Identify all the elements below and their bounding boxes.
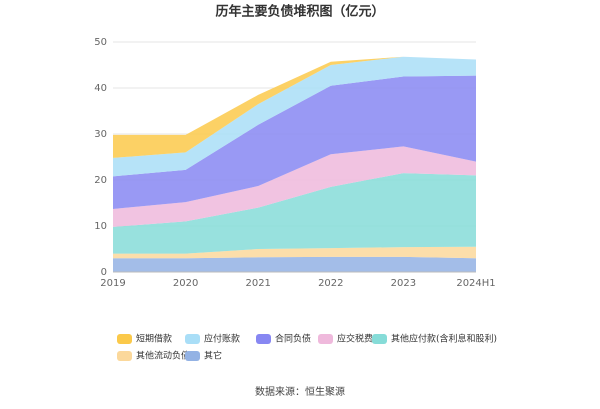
legend-label: 合同负债: [275, 333, 311, 345]
x-tick-label: 2024H1: [456, 278, 495, 289]
y-tick-label: 50: [94, 37, 107, 48]
legend-label: 应付账款: [204, 333, 240, 345]
x-tick-label: 2021: [245, 278, 270, 289]
x-tick-label: 2023: [391, 278, 416, 289]
x-tick-label: 2019: [100, 278, 125, 289]
legend-label: 其它: [204, 350, 222, 362]
area: [113, 173, 476, 254]
legend-swatch: [185, 334, 200, 344]
x-tick-label: 2022: [318, 278, 343, 289]
area: [113, 146, 476, 227]
y-tick-label: 0: [101, 267, 107, 278]
area: [113, 246, 476, 259]
chart-title: 历年主要负债堆积图（亿元）: [215, 4, 384, 20]
legend-swatch: [256, 334, 271, 344]
x-tick-label: 2020: [173, 278, 198, 289]
area: [113, 56, 476, 158]
legend-swatch: [117, 334, 132, 344]
area: [113, 56, 476, 177]
area: [113, 75, 476, 209]
y-tick-label: 10: [94, 221, 107, 232]
y-tick-label: 40: [94, 83, 107, 94]
area: [113, 256, 476, 272]
legend-swatch: [372, 334, 387, 344]
source-note: 数据来源：恒生聚源: [255, 385, 345, 398]
legend-label: 应交税费: [337, 333, 373, 345]
legend-swatch: [318, 334, 333, 344]
y-tick-label: 30: [94, 129, 107, 140]
y-tick-label: 20: [94, 175, 107, 186]
legend-swatch: [117, 351, 132, 361]
legend-label: 其他流动负债: [136, 350, 190, 362]
legend-label: 其他应付款(含利息和股利): [391, 333, 497, 345]
legend-label: 短期借款: [136, 333, 172, 345]
legend-swatch: [185, 351, 200, 361]
